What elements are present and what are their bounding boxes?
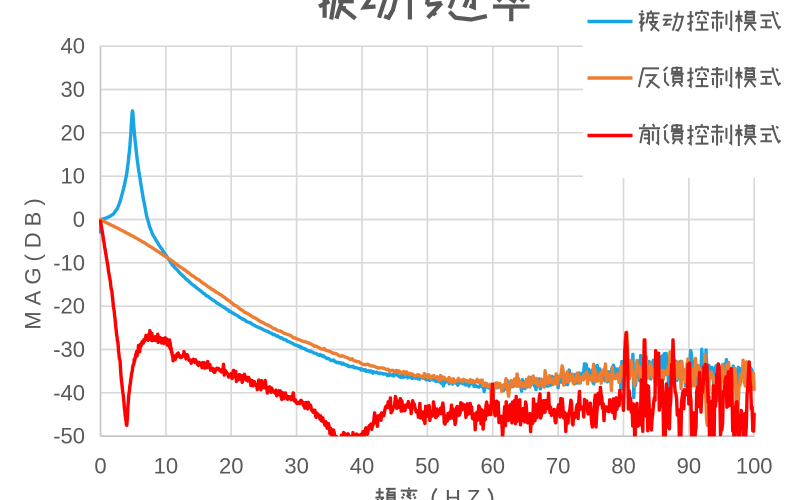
svg-text:-20: -20 [53,294,85,319]
svg-text:30: 30 [61,77,85,102]
svg-text:30: 30 [284,454,308,479]
svg-text:10: 10 [154,454,178,479]
svg-text:-30: -30 [53,337,85,362]
svg-text:-10: -10 [53,250,85,275]
svg-text:20: 20 [219,454,243,479]
svg-text:100: 100 [736,454,773,479]
svg-text:70: 70 [546,454,570,479]
svg-text:60: 60 [481,454,505,479]
svg-text:0: 0 [73,207,85,232]
svg-text:-50: -50 [53,424,85,449]
svg-text:-40: -40 [53,380,85,405]
svg-text:40: 40 [350,454,374,479]
svg-text:90: 90 [677,454,701,479]
svg-text:50: 50 [415,454,439,479]
svg-text:10: 10 [61,164,85,189]
svg-text:80: 80 [611,454,635,479]
svg-text:MAG(DB): MAG(DB) [21,192,46,329]
svg-text:0: 0 [94,454,106,479]
svg-text:20: 20 [61,120,85,145]
svg-text:40: 40 [61,34,85,59]
svg-text:HZ: HZ [445,486,486,500]
